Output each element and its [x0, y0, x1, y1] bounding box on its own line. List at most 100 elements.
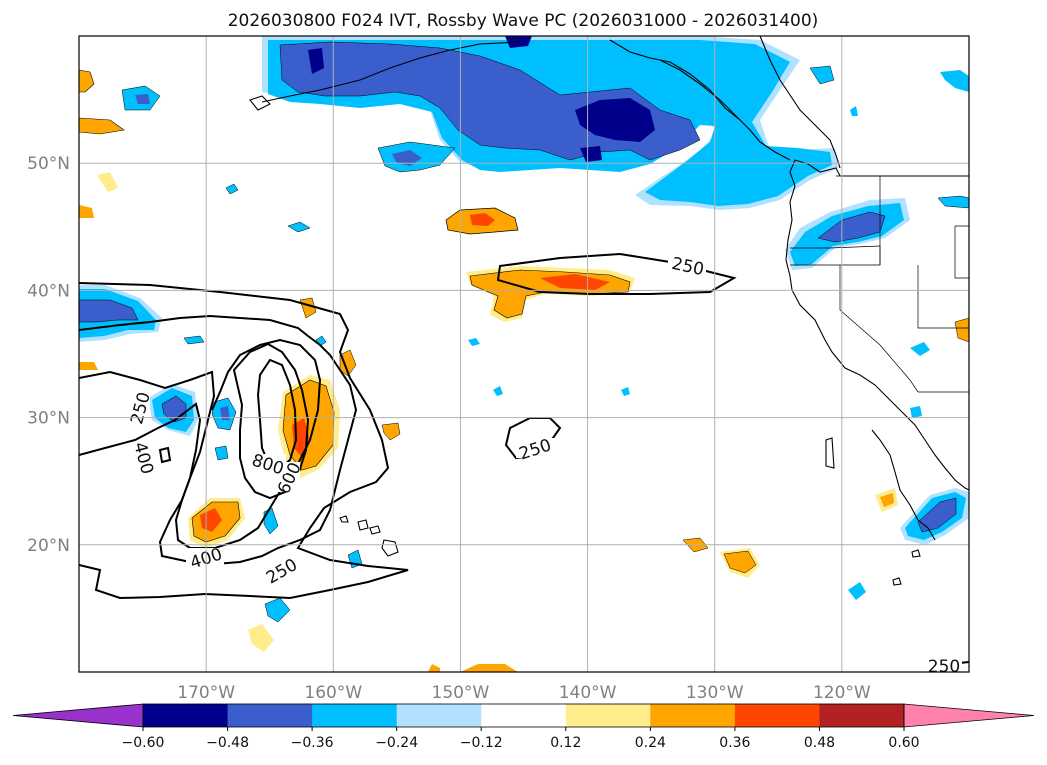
neg-region-dot-298 [287, 221, 311, 233]
colorbar-tick-label: −0.24 [375, 735, 418, 751]
island-kodiak [249, 95, 271, 111]
neg-region-dot-858 [848, 582, 866, 600]
neg-region-pnw-strong [817, 211, 886, 243]
contour-400 [79, 338, 322, 549]
border-ca-nv [839, 265, 919, 393]
coastlines [249, 36, 969, 586]
map-frame [78, 35, 970, 673]
colorbar-segment [143, 704, 229, 727]
colorbar-tick-label: −0.48 [206, 735, 249, 751]
pos-region-bottom [460, 664, 518, 672]
neg-region-east-wa [937, 195, 969, 209]
contour-250-left-closed [158, 446, 172, 464]
colorbar-segment [565, 704, 651, 727]
pos-region-central-north-core [470, 213, 495, 226]
neg-region-dot-278 [264, 597, 291, 623]
neg-region-small-400-core [392, 150, 422, 166]
colorbar-segment [312, 704, 398, 727]
neg-region-baja-strong [917, 497, 957, 533]
lon-tick-label: 130°W [686, 683, 744, 703]
colorbar-tick-label: 0.12 [550, 735, 581, 751]
lon-tick-label: 160°W [304, 683, 362, 703]
neg-region-east-edge [940, 70, 969, 92]
colorbar-tick-label: 0.24 [635, 735, 666, 751]
colorbar: −0.60 −0.48 −0.36 −0.24 −0.12 0.12 0.24 0.36 0.4… [12, 703, 1035, 751]
colorbar-segment [481, 704, 567, 727]
latitude-labels: 20°N 30°N 40°N 50°N [27, 154, 70, 556]
island-mexico-1 [892, 577, 902, 586]
colorbar-tick-label: 0.60 [888, 735, 919, 751]
lon-tick-label: 120°W [813, 683, 871, 703]
colorbar-segment [734, 704, 820, 727]
neg-region-dot-225-core [220, 406, 230, 420]
colorbar-segment [819, 704, 905, 727]
neg-region-dot-915 [910, 342, 930, 356]
neg-region-dot-497 [493, 386, 503, 396]
colorbar-tick-label: −0.36 [291, 735, 334, 751]
pos-region-small-885-mod [880, 493, 894, 507]
colorbar-extend-min [12, 703, 144, 728]
pos-region-topleft-c [97, 172, 118, 192]
contour-250-inner-west [79, 314, 358, 566]
neg-region-dot-222 [214, 445, 229, 461]
pos-region-small-258 [248, 624, 274, 652]
neg-region-gulf-alaska-core [575, 98, 655, 142]
coastline-bc [659, 59, 791, 161]
lat-tick-label: 50°N [27, 154, 70, 174]
pos-region-topleft-d [79, 205, 94, 218]
border-ut [954, 225, 969, 279]
contour-labels: 250 250 250 250 250 400 400 600 800 [127, 254, 962, 677]
coastline-west-us [785, 159, 969, 491]
contour-label-250-bottom-right: 250 [928, 657, 960, 677]
contour-250-outer [79, 282, 409, 600]
colorbar-segment [650, 704, 736, 727]
pos-region-southwest-core [200, 508, 222, 532]
neg-region-dot-855 [850, 106, 858, 116]
neg-region-dot-918 [910, 406, 922, 418]
pos-region-small-740-mod [723, 550, 757, 574]
colorbar-segment [227, 704, 313, 727]
lat-tick-label: 40°N [27, 281, 70, 301]
longitude-labels: 170°W 160°W 150°W 140°W 130°W 120°W [177, 683, 871, 703]
lon-tick-label: 150°W [432, 683, 490, 703]
lon-tick-label: 170°W [177, 683, 235, 703]
pos-region-small-345 [339, 349, 357, 377]
political-borders [759, 36, 969, 393]
neg-region-ne-blob [809, 65, 835, 85]
lat-tick-label: 30°N [27, 409, 70, 429]
map-panel: 250 250 250 250 250 400 400 600 800 [78, 35, 970, 677]
pos-region-topleft-b [79, 117, 125, 135]
island-hawaii-2 [357, 519, 369, 531]
pos-region-topleft-a [79, 69, 95, 93]
neg-region-dot-625 [621, 387, 630, 396]
neg-region-core-4 [580, 146, 602, 162]
neg-region-westernmost-strong [79, 299, 139, 323]
neg-region-dot-473 [468, 338, 480, 346]
colorbar-tick-label: −0.12 [460, 735, 503, 751]
neg-region-dot-190 [183, 335, 205, 345]
pos-region-small-left [79, 362, 98, 370]
coastline-alaska-panhandle [759, 36, 841, 169]
island-hawaii-1 [381, 539, 399, 557]
pos-region-right-edge [954, 317, 969, 343]
colorbar-tick-label: −0.60 [122, 735, 165, 751]
coastline-baja [871, 429, 936, 541]
lat-tick-label: 20°N [27, 536, 70, 556]
lon-tick-label: 140°W [559, 683, 617, 703]
figure-title: 2026030800 F024 IVT, Rossby Wave PC (202… [228, 11, 819, 31]
colorbar-outline [142, 703, 905, 728]
gridlines [79, 36, 969, 672]
coastline-alaska-south [261, 41, 521, 103]
pos-region-midocean-band-core [540, 274, 610, 290]
island-hawaii-4 [369, 525, 381, 535]
island-mexico-2 [911, 549, 921, 558]
pos-region-bottom-2 [428, 664, 440, 672]
colorbar-tick-label: 0.48 [804, 735, 835, 751]
island-hawaii-3 [339, 515, 349, 523]
negative-anomaly-fills [79, 36, 969, 623]
colorbar-segment [396, 704, 482, 727]
coastline-bc-islands [609, 39, 741, 121]
border-wa-or [790, 245, 881, 249]
colorbar-extend-max [903, 703, 1035, 728]
